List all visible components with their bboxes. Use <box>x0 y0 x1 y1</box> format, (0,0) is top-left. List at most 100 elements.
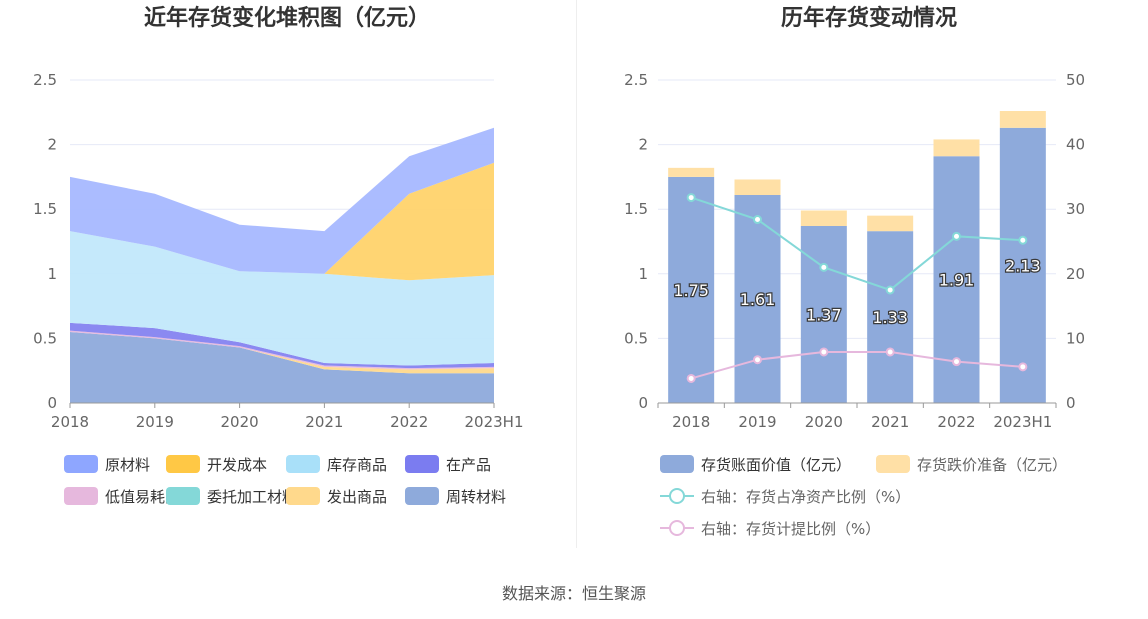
stacked-area-chart: 近年存货变化堆积图（亿元） 0 0.5 1 1.5 2 2.5 2018 2019 2020 202… <box>33 5 523 506</box>
line-point <box>819 347 829 357</box>
y-tick-label: 1 <box>47 265 57 283</box>
bar <box>867 215 914 232</box>
y-tick-label: 0.5 <box>33 329 57 347</box>
legend-label: 低值易耗品 <box>105 488 180 506</box>
legend-swatch <box>286 487 320 505</box>
bar <box>999 127 1046 403</box>
bar-value-label: 1.91 <box>939 271 975 290</box>
x-tick-label: 2021 <box>305 413 343 431</box>
x-tick-label: 2023H1 <box>465 413 524 431</box>
y2-tick-label: 30 <box>1066 200 1085 218</box>
y-tick-label: 2.5 <box>33 71 57 89</box>
chart-title: 历年存货变动情况 <box>781 5 957 31</box>
legend-swatch <box>876 455 910 473</box>
area-series <box>70 330 494 370</box>
area-series <box>70 331 494 374</box>
area-series <box>70 322 494 369</box>
bar-value-label: 1.61 <box>740 290 776 309</box>
bar-legend: 存货账面价值（亿元） 存货跌价准备（亿元） 右轴：存货占净资产比例（%） 右轴：存货计… <box>660 455 1067 538</box>
legend-swatch <box>405 487 439 505</box>
legend-label: 右轴：存货占净资产比例（%） <box>701 488 910 506</box>
legend-label: 开发成本 <box>207 456 267 474</box>
line-point <box>753 215 762 225</box>
x-tick-label: 2020 <box>805 413 843 431</box>
x-tick-label: 2018 <box>672 413 710 431</box>
bar-line-chart: 历年存货变动情况 0 0.5 1 1.5 2 2.5 0 10 20 30 40 50 1.75 1.61 1… <box>624 5 1085 538</box>
x-tick-label: 2022 <box>390 413 428 431</box>
line-series <box>690 350 1023 380</box>
line-point <box>952 231 961 241</box>
legend-label: 存货跌价准备（亿元） <box>917 456 1067 474</box>
area-series <box>70 162 494 281</box>
legend-swatch <box>660 455 694 473</box>
x-tick-label: 2018 <box>51 413 89 431</box>
line-point <box>1018 235 1028 245</box>
legend-label: 原材料 <box>105 456 150 474</box>
area-series <box>70 231 494 366</box>
legend-label: 在产品 <box>446 456 491 474</box>
y-tick-label: 2 <box>638 136 648 154</box>
legend-label: 周转材料 <box>446 488 506 506</box>
legend-swatch <box>64 455 98 473</box>
panel-divider <box>576 0 577 548</box>
y2-tick-label: 20 <box>1066 265 1085 283</box>
bar <box>800 210 847 226</box>
y2-tick-label: 40 <box>1066 136 1085 154</box>
y-tick-label: 1.5 <box>33 200 57 218</box>
bar <box>668 167 715 177</box>
bar <box>999 111 1046 128</box>
y-tick-label: 1 <box>638 265 648 283</box>
bar <box>933 139 980 157</box>
line-point <box>686 373 696 383</box>
legend-marker <box>669 520 685 536</box>
line-point <box>753 355 762 365</box>
y-tick-label: 0 <box>47 394 57 412</box>
legend-swatch <box>166 487 200 505</box>
bar <box>668 176 715 403</box>
bar <box>734 179 781 195</box>
x-tick-label: 2020 <box>221 413 259 431</box>
line-series <box>690 196 1023 292</box>
bar-value-label: 1.75 <box>673 281 709 300</box>
x-tick-label: 2022 <box>937 413 975 431</box>
legend-label: 存货账面价值（亿元） <box>701 456 851 474</box>
y-tick-label: 0 <box>638 394 648 412</box>
y2-tick-label: 0 <box>1066 394 1076 412</box>
legend-label: 委托加工材料 <box>207 488 297 506</box>
bar-value-label: 2.13 <box>1005 256 1041 275</box>
legend-label: 库存商品 <box>327 456 387 474</box>
bar-value-label: 1.33 <box>872 308 908 327</box>
y2-tick-label: 10 <box>1066 329 1085 347</box>
x-tick-label: 2021 <box>871 413 909 431</box>
legend-label: 发出商品 <box>327 488 387 506</box>
line-point <box>1018 362 1028 372</box>
y2-tick-label: 50 <box>1066 71 1085 89</box>
data-source: 数据来源：恒生聚源 <box>501 584 646 603</box>
y-tick-label: 1.5 <box>624 200 648 218</box>
bar <box>867 231 914 403</box>
legend-swatch <box>286 455 320 473</box>
line-point <box>885 347 895 357</box>
legend-swatch <box>64 487 98 505</box>
x-tick-label: 2019 <box>738 413 776 431</box>
bar-value-label: 1.37 <box>806 305 842 324</box>
legend-swatch <box>166 455 200 473</box>
x-tick-label: 2023H1 <box>993 413 1052 431</box>
area-series <box>70 127 494 274</box>
area-series <box>70 331 494 403</box>
legend-marker <box>669 488 685 504</box>
legend-swatch <box>405 455 439 473</box>
legend-label: 右轴：存货计提比例（%） <box>701 520 880 538</box>
y-tick-label: 2 <box>47 136 57 154</box>
line-point <box>885 285 895 295</box>
line-point <box>819 262 829 272</box>
y-tick-label: 2.5 <box>624 71 648 89</box>
chart-title: 近年存货变化堆积图（亿元） <box>144 5 430 31</box>
x-tick-label: 2019 <box>136 413 174 431</box>
line-point <box>952 357 961 367</box>
y-tick-label: 0.5 <box>624 329 648 347</box>
line-point <box>686 193 696 203</box>
